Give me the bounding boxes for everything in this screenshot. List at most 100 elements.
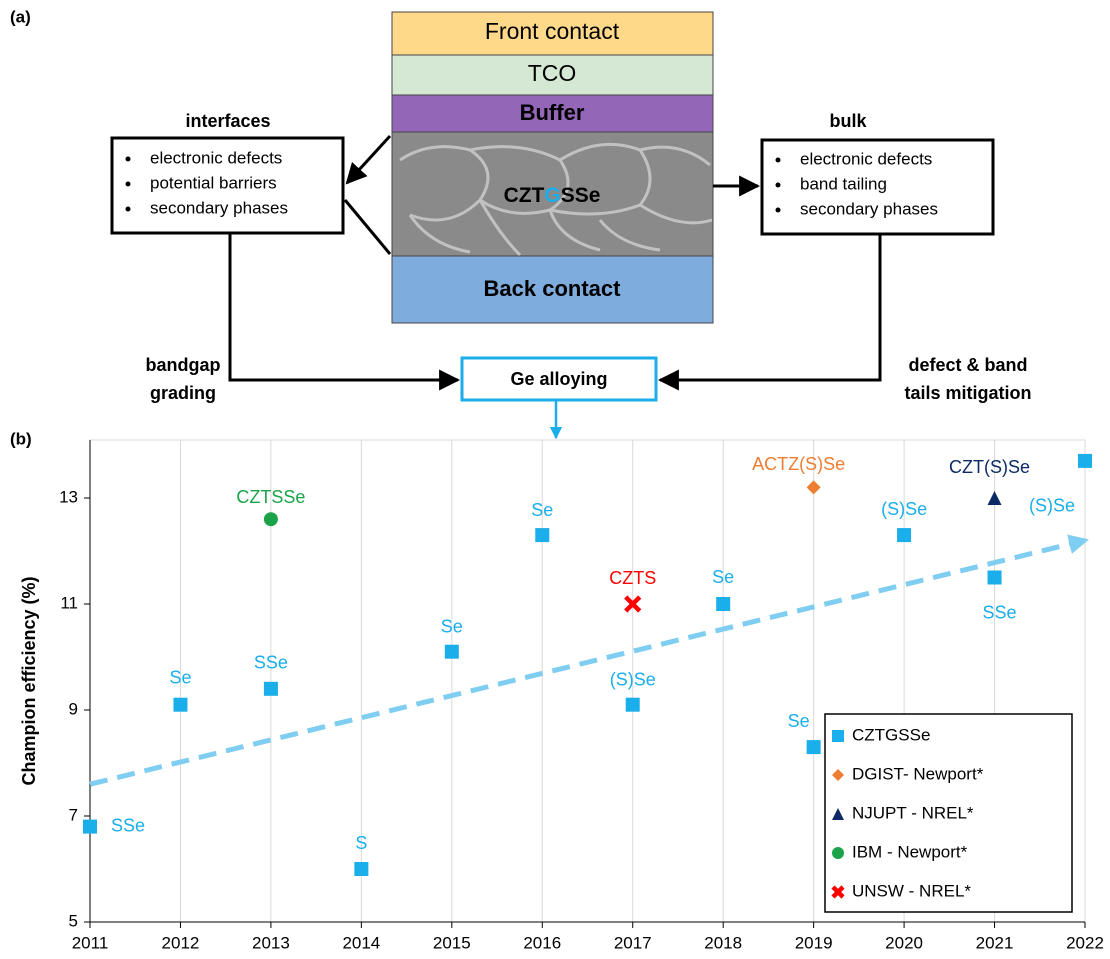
marker <box>444 644 459 659</box>
y-tick-label: 7 <box>69 805 78 824</box>
marker <box>354 862 369 876</box>
legend-box <box>824 713 1073 913</box>
marker <box>832 769 844 781</box>
marker <box>1078 453 1092 468</box>
point-label: (S)Se <box>610 669 656 689</box>
list-item: electronic defects <box>150 148 282 167</box>
legend-label: CZTGSSe <box>852 725 930 744</box>
point-label: (S)Se <box>881 499 927 519</box>
list-item: electronic defects <box>800 149 932 168</box>
legend-label: UNSW - NREL* <box>852 881 971 900</box>
bullet <box>125 181 131 187</box>
path-label: defect & band <box>908 355 1027 375</box>
x-tick-label: 2018 <box>704 933 742 952</box>
bullet <box>125 206 131 212</box>
x-tick-label: 2012 <box>162 933 200 952</box>
bullet <box>125 156 131 162</box>
arrow <box>228 233 461 391</box>
point-label: (S)Se <box>1029 496 1075 516</box>
point-label: CZTSSe <box>236 487 305 507</box>
list-item: band tailing <box>800 174 887 193</box>
legend-label: NJUPT - NREL* <box>852 803 974 822</box>
ge-label: Ge alloying <box>510 369 607 389</box>
point-label: SSe <box>111 815 145 835</box>
absorber-label: CZTGSSe <box>504 184 601 207</box>
box-title: bulk <box>829 111 867 131</box>
x-tick-label: 2011 <box>72 933 109 952</box>
ge-box <box>460 356 658 402</box>
x-tick-label: 2021 <box>976 933 1014 952</box>
grain-texture <box>399 142 713 257</box>
marker <box>625 697 640 712</box>
layer-label: Front contact <box>485 18 620 44</box>
marker <box>716 597 731 611</box>
arrow <box>657 234 882 391</box>
point-label: ACTZ(S)Se <box>752 454 845 474</box>
y-tick-label: 11 <box>60 593 78 612</box>
item-lists: electronic defects potential barriers seco… <box>125 148 938 218</box>
point-label: Se <box>169 667 191 687</box>
bullet <box>775 182 781 188</box>
list-item: secondary phases <box>800 199 938 218</box>
marker <box>806 740 821 755</box>
marker <box>173 697 188 712</box>
tco-layer <box>391 54 714 96</box>
marker <box>535 528 550 543</box>
marker <box>832 808 844 820</box>
x-tick-label: 2015 <box>433 933 471 952</box>
marker <box>987 570 1002 585</box>
absorber-part: CZT <box>504 184 545 207</box>
point-label: SSe <box>254 653 288 673</box>
absorber-part: G <box>544 184 560 207</box>
point-label: SSe <box>983 602 1017 622</box>
back-contact-layer <box>391 255 714 324</box>
marker <box>832 847 844 859</box>
x-tick-label: 2022 <box>1066 933 1104 952</box>
panel-label: (b) <box>10 429 32 448</box>
layer-label: TCO <box>528 60 577 86</box>
x-tick-label: 2017 <box>614 933 652 952</box>
layer-label: Buffer <box>520 100 585 125</box>
marker <box>897 528 912 543</box>
box-title: interfaces <box>185 111 270 131</box>
trend-line <box>89 534 1089 787</box>
bulk-box <box>760 138 995 236</box>
list-item: secondary phases <box>150 198 288 217</box>
path-label: tails mitigation <box>904 383 1031 403</box>
y-tick-label: 13 <box>59 487 78 506</box>
x-tick-label: 2020 <box>885 933 923 952</box>
arrows <box>228 134 882 391</box>
absorber-layer <box>391 131 714 257</box>
point-label: S <box>355 833 367 853</box>
list-item: potential barriers <box>150 173 277 192</box>
front-contact-layer <box>391 11 714 56</box>
x-tick-label: 2014 <box>342 933 380 952</box>
marker <box>83 819 97 834</box>
point-label: Se <box>531 500 553 520</box>
x-tick-label: 2013 <box>252 933 290 952</box>
path-label: grading <box>150 383 216 403</box>
arrow <box>343 199 392 255</box>
marker <box>806 480 821 495</box>
marker <box>624 595 642 613</box>
point-label: CZT(S)Se <box>949 457 1030 477</box>
path-label: bandgap <box>146 355 221 375</box>
point-label: Se <box>441 616 463 636</box>
x-tick-label: 2016 <box>523 933 561 952</box>
legend-label: DGIST- Newport* <box>852 764 984 783</box>
point-label: Se <box>712 567 734 587</box>
buffer-layer <box>391 94 714 133</box>
marker <box>831 885 845 899</box>
y-tick-label: 9 <box>69 699 78 718</box>
marker <box>987 491 1002 505</box>
y-tick-label: 5 <box>69 911 78 930</box>
point-label: CZTS <box>609 568 656 588</box>
bullet <box>775 157 781 163</box>
layer-label: Back contact <box>484 276 622 301</box>
interfaces-box <box>110 136 345 235</box>
chart: 2011 2012 2013 2014 2015 2016 2017 2018 2019 2020… <box>59 439 1104 952</box>
point-label: Se <box>788 711 810 731</box>
layer-stack <box>391 11 714 324</box>
panel-label: (a) <box>10 7 31 26</box>
